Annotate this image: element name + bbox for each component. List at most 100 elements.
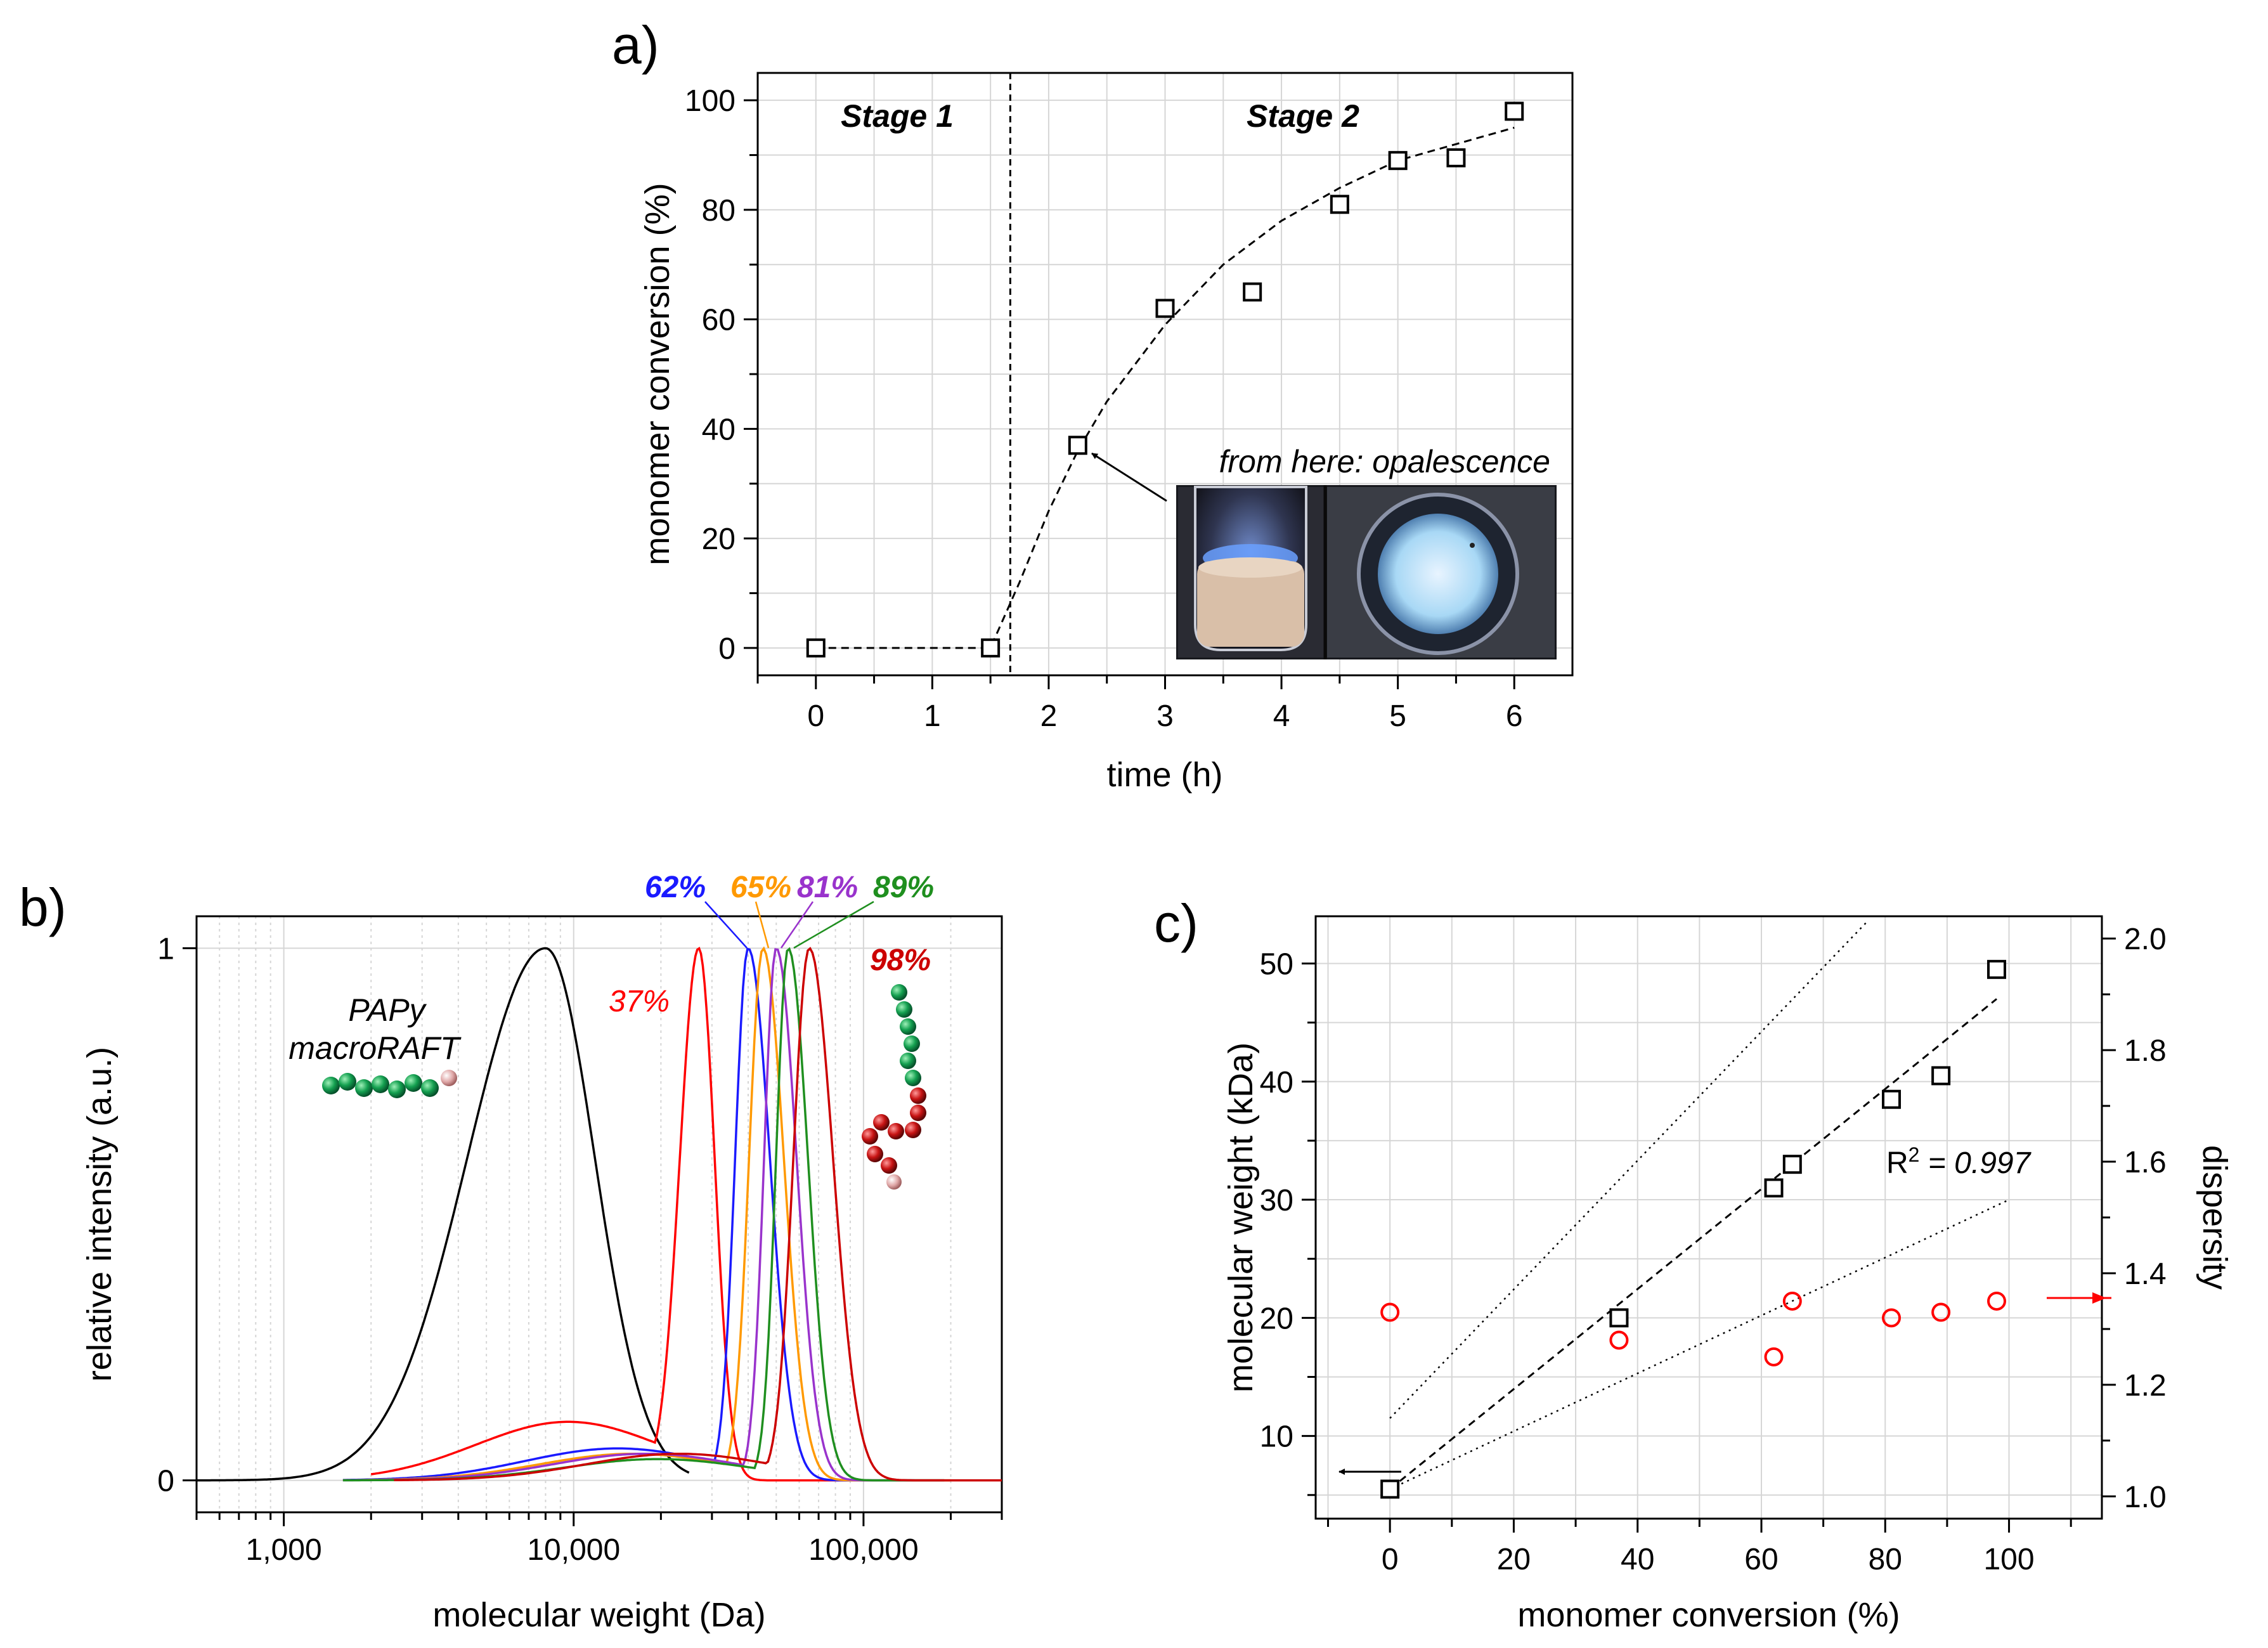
panel-a: a) 0 1 2 3 4 5 6 0 20 40 60 80 100 time …	[612, 15, 1574, 794]
panel-c-grid	[1316, 916, 2102, 1519]
a-y-tick-80: 80	[702, 194, 735, 228]
opalescence-photo	[1176, 485, 1557, 659]
panel-b-label: b)	[19, 878, 67, 937]
c-y2-tick-2.0: 2.0	[2124, 923, 2167, 956]
r-squared-sup: 2	[1908, 1143, 1920, 1166]
panel-a-x-tick-labels: 0 1 2 3 4 5 6	[807, 699, 1522, 733]
panel-c-frame	[1314, 915, 2103, 1520]
panel-c: c) 0 20 40 60 80 100 10 20 30 40 50 1.0 …	[1154, 893, 2234, 1634]
panel-c-label: c)	[1154, 893, 1198, 953]
panel-b-frame	[195, 915, 1003, 1514]
panel-a-label: a)	[612, 15, 659, 75]
a-y-tick-100: 100	[685, 84, 735, 118]
r-squared-label: R2 = 0.997	[1886, 1143, 2032, 1180]
label-62: 62%	[645, 871, 706, 904]
dispersity-point	[1987, 1291, 2007, 1311]
c-y-tick-40: 40	[1260, 1066, 1293, 1100]
molecular-weight-points	[1380, 959, 2007, 1499]
mw-point	[1987, 959, 2007, 979]
block-copolymer-chain-icon	[862, 984, 926, 1190]
a-x-tick-6: 6	[1506, 699, 1523, 733]
a-x-tick-4: 4	[1273, 699, 1290, 733]
a-x-axis-label: time (h)	[1106, 756, 1222, 794]
photo-vial-liquid	[1197, 561, 1304, 647]
panel-c-y2-tick-labels: 1.0 1.2 1.4 1.6 1.8 2.0	[2124, 923, 2167, 1514]
stage-2-label: Stage 2	[1247, 98, 1359, 134]
panel-c-y-tick-labels: 10 20 30 40 50	[1260, 948, 1293, 1454]
b-x-tick-1000: 1,000	[246, 1533, 322, 1567]
photo-flask-glow	[1378, 514, 1498, 634]
panel-b-ticks	[183, 947, 1003, 1526]
trace-macroraft	[197, 947, 690, 1482]
label-98: 98%	[870, 944, 931, 977]
trace-98	[394, 947, 1002, 1482]
panel-c-ticks	[1302, 937, 2116, 1533]
r-squared-value: = 0.997	[1919, 1146, 2031, 1180]
a-y-axis-label: monomer conversion (%)	[638, 183, 677, 565]
panel-b-y-tick-labels: 0 1	[157, 932, 174, 1498]
label-65: 65%	[730, 871, 791, 904]
c-x-tick-0: 0	[1382, 1543, 1399, 1576]
b-y-axis-label: relative intensity (a.u.)	[81, 1047, 119, 1382]
label-89: 89%	[873, 871, 934, 904]
a-x-tick-0: 0	[807, 699, 824, 733]
mw-point	[1609, 1308, 1629, 1328]
c-x-tick-80: 80	[1869, 1543, 1902, 1576]
c-y-tick-20: 20	[1260, 1302, 1293, 1335]
sec-traces	[197, 946, 1002, 1482]
upper-bound-line	[1389, 921, 1867, 1419]
label-leader-lines	[704, 900, 874, 949]
conversion-point	[1446, 148, 1466, 167]
a-y-tick-20: 20	[702, 522, 735, 556]
b-x-tick-10000: 10,000	[527, 1533, 620, 1567]
label-81: 81%	[797, 871, 858, 904]
conversion-point	[1388, 151, 1408, 171]
c-x-tick-40: 40	[1621, 1543, 1654, 1576]
dispersity-point	[1764, 1347, 1784, 1366]
b-x-tick-100000: 100,000	[808, 1533, 919, 1567]
dispersity-point	[1609, 1330, 1629, 1350]
panel-b-x-tick-labels: 1,000 10,000 100,000	[246, 1533, 919, 1567]
conversion-point	[1330, 195, 1349, 214]
mw-point	[1882, 1089, 1902, 1109]
a-y-tick-60: 60	[702, 304, 735, 337]
a-x-tick-5: 5	[1389, 699, 1406, 733]
conversion-points	[806, 101, 1524, 658]
mw-point	[1764, 1178, 1784, 1198]
trace-37	[370, 946, 850, 1482]
dispersity-point	[1782, 1291, 1802, 1311]
a-x-tick-3: 3	[1157, 699, 1174, 733]
c-y-tick-30: 30	[1260, 1184, 1293, 1217]
a-y-tick-40: 40	[702, 413, 735, 446]
dispersity-points	[1380, 1291, 2007, 1366]
r-squared-r: R	[1886, 1146, 1908, 1180]
a-x-tick-1: 1	[924, 699, 941, 733]
mw-point	[1931, 1066, 1951, 1086]
c-y2-axis-label: dispersity	[2196, 1145, 2234, 1290]
conversion-point	[981, 638, 1001, 658]
photo-flask-speck	[1470, 543, 1475, 548]
panel-c-x-tick-labels: 0 20 40 60 80 100	[1382, 1543, 2035, 1576]
leader-62	[704, 901, 748, 949]
trace-81	[342, 948, 945, 1482]
c-x-tick-60: 60	[1744, 1543, 1778, 1576]
leader-89	[793, 900, 874, 949]
leader-65	[755, 901, 770, 949]
conversion-point	[1505, 101, 1524, 121]
b-x-axis-label: molecular weight (Da)	[432, 1596, 765, 1634]
c-y2-tick-1.6: 1.6	[2124, 1146, 2167, 1179]
photo-vial-meniscus	[1198, 557, 1302, 578]
macroraft-label-top: PAPy	[348, 992, 427, 1028]
panel-a-ticks	[744, 99, 1515, 689]
trace-62	[342, 947, 915, 1482]
a-x-tick-2: 2	[1040, 699, 1058, 733]
panel-a-y-tick-labels: 0 20 40 60 80 100	[685, 84, 735, 666]
mw-fit-line	[1389, 998, 1997, 1490]
mw-point	[1380, 1479, 1400, 1499]
b-y-tick-1: 1	[157, 932, 174, 966]
dispersity-point	[1380, 1302, 1400, 1322]
a-y-tick-0: 0	[718, 632, 735, 666]
c-x-tick-100: 100	[1983, 1543, 2034, 1576]
c-y2-tick-1.4: 1.4	[2124, 1257, 2167, 1291]
